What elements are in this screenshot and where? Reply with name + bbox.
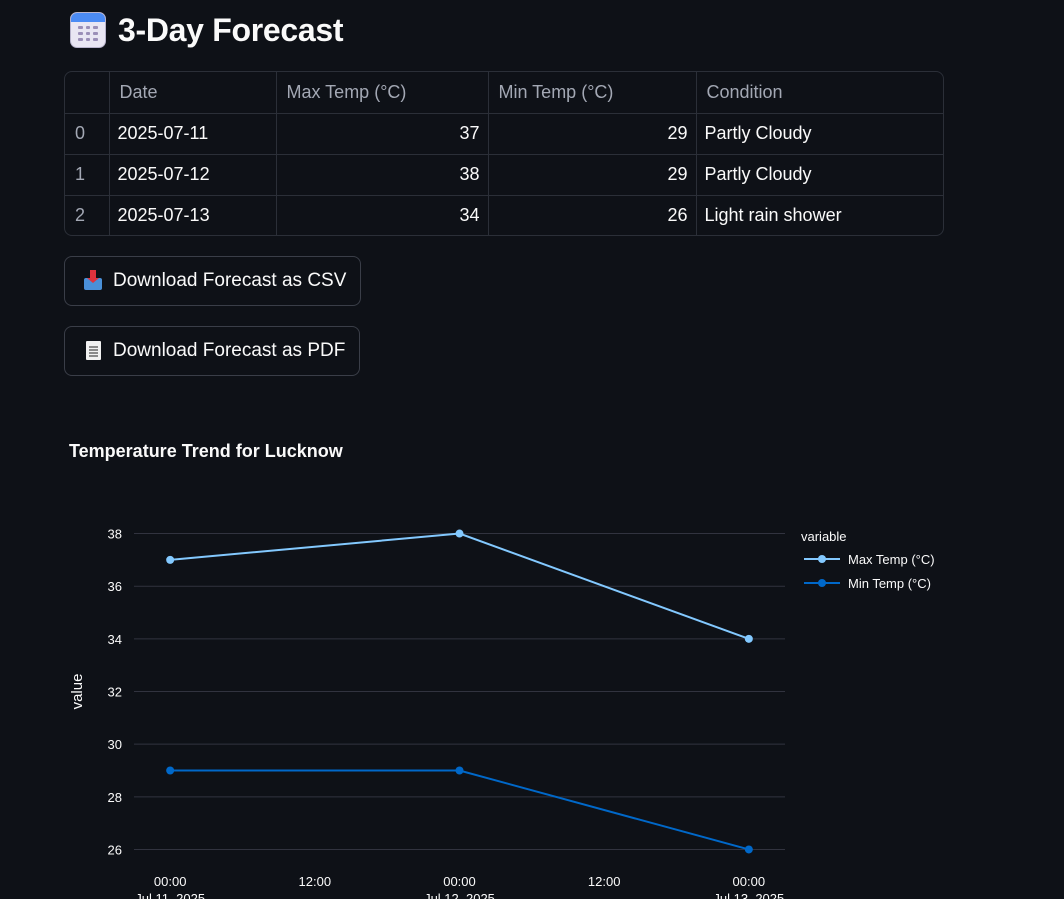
legend-swatch-marker [818,579,826,587]
legend-item-label: Min Temp (°C) [848,576,931,591]
x-tick-date-label: Jul 11, 2025 [135,891,205,899]
legend-title: variable [801,529,847,544]
data-point [745,635,753,643]
y-tick-label: 36 [108,579,122,594]
y-tick-label: 34 [108,632,122,647]
x-tick-label: 12:00 [299,874,332,889]
series-line [170,770,749,849]
y-tick-label: 30 [108,737,122,752]
data-point [745,845,753,853]
x-tick-date-label: Jul 12, 2025 [424,891,495,899]
y-tick-label: 32 [108,685,122,700]
x-tick-label: 00:00 [733,874,766,889]
y-axis-label: value [69,674,86,710]
legend-swatch-marker [818,555,826,563]
x-tick-date-label: Jul 13, 2025 [713,891,784,899]
x-tick-label: 00:00 [443,874,476,889]
data-point [456,766,464,774]
y-tick-label: 28 [108,790,122,805]
data-point [166,556,174,564]
x-tick-label: 00:00 [154,874,187,889]
legend-item-label: Max Temp (°C) [848,552,935,567]
y-tick-label: 38 [108,527,122,542]
x-tick-label: 12:00 [588,874,621,889]
data-point [166,766,174,774]
y-tick-label: 26 [108,842,122,857]
data-point [456,530,464,538]
